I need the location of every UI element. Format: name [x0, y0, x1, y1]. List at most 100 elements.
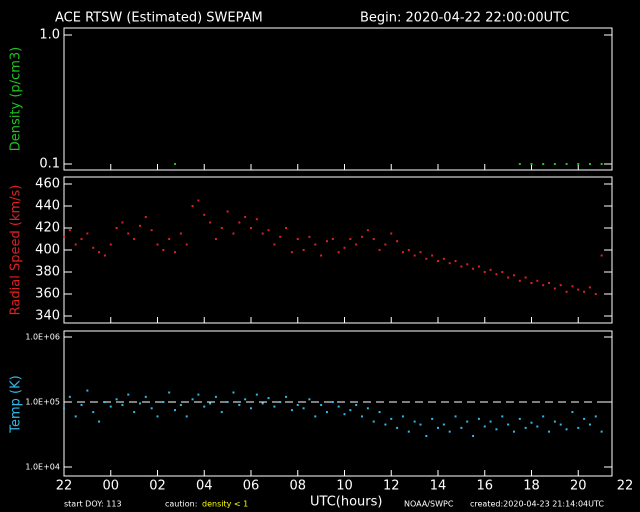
- data-point: [366, 407, 369, 410]
- data-point: [355, 403, 358, 406]
- data-point: [109, 405, 112, 408]
- data-point: [115, 227, 118, 229]
- data-point: [285, 227, 288, 229]
- data-point: [390, 417, 393, 420]
- data-point: [174, 409, 177, 412]
- data-point: [489, 268, 492, 271]
- y-tick-label: 0.1: [39, 157, 60, 172]
- data-point: [197, 199, 200, 202]
- data-point: [68, 229, 71, 232]
- x-tick-label: 10: [336, 479, 353, 494]
- x-tick-label: 08: [289, 479, 306, 494]
- data-point: [460, 426, 463, 429]
- data-point: [372, 238, 375, 240]
- x-tick-label: 18: [523, 479, 540, 494]
- data-point: [103, 401, 106, 403]
- data-point: [536, 279, 539, 282]
- data-point: [86, 232, 89, 235]
- data-point: [530, 163, 533, 165]
- data-point: [565, 428, 568, 431]
- data-point: [331, 238, 334, 240]
- data-point: [583, 290, 586, 293]
- y-tick-label: 1.0: [39, 28, 60, 43]
- data-point: [103, 254, 106, 257]
- data-point: [559, 284, 562, 287]
- data-point: [542, 415, 545, 418]
- data-point: [80, 403, 83, 406]
- data-point: [524, 276, 527, 279]
- data-point: [220, 411, 223, 414]
- data-point: [185, 415, 188, 418]
- data-point: [372, 420, 375, 423]
- data-point: [530, 282, 533, 284]
- x-tick-label: 04: [196, 479, 213, 494]
- data-point: [168, 238, 171, 240]
- data-point: [600, 430, 603, 433]
- x-axis-label: UTC(hours): [310, 495, 382, 510]
- data-point: [583, 417, 586, 420]
- data-point: [92, 246, 95, 249]
- data-point: [571, 285, 574, 288]
- data-point: [431, 254, 434, 257]
- data-point: [63, 235, 65, 238]
- data-point: [472, 434, 475, 437]
- data-point: [442, 257, 445, 260]
- data-point: [553, 287, 556, 290]
- y-tick-label: 420: [35, 221, 60, 236]
- data-point: [121, 221, 124, 224]
- data-point: [255, 393, 258, 396]
- x-tick-label: 16: [476, 479, 493, 494]
- data-point: [121, 403, 124, 406]
- data-point: [384, 243, 387, 246]
- data-point: [483, 425, 486, 428]
- y-tick-label: 1.0E+06: [25, 333, 60, 342]
- data-point: [548, 430, 551, 433]
- data-point: [302, 407, 305, 410]
- y-tick-label: 380: [35, 265, 60, 280]
- data-point: [314, 243, 317, 246]
- data-point: [571, 411, 574, 414]
- data-point: [361, 415, 364, 418]
- data-point: [425, 257, 428, 260]
- data-point: [203, 213, 206, 216]
- x-tick-label: 14: [430, 479, 447, 494]
- data-point: [314, 415, 317, 418]
- credit: NOAA/SWPC: [404, 500, 454, 509]
- data-point: [214, 395, 217, 398]
- data-point: [162, 249, 165, 251]
- data-point: [296, 238, 299, 240]
- caution-note: density < 1: [202, 500, 248, 509]
- data-point: [250, 407, 252, 410]
- y-tick-label: 360: [35, 287, 60, 302]
- data-point: [174, 163, 177, 165]
- data-point: [600, 163, 603, 165]
- data-point: [542, 284, 545, 287]
- data-point: [238, 403, 241, 406]
- data-point: [477, 265, 480, 268]
- data-point: [413, 254, 416, 257]
- data-point: [156, 415, 159, 418]
- data-point: [220, 227, 223, 229]
- caution: caution:: [165, 500, 197, 509]
- data-point: [138, 402, 141, 405]
- data-point: [396, 426, 399, 429]
- data-point: [302, 249, 305, 251]
- y-axis-label: Temp (K): [9, 375, 24, 433]
- data-point: [290, 251, 293, 254]
- data-point: [518, 163, 521, 165]
- data-point: [232, 391, 235, 394]
- data-point: [594, 293, 597, 295]
- y-tick-label: 1.0E+05: [25, 398, 60, 407]
- data-point: [226, 210, 229, 213]
- data-point: [331, 401, 334, 403]
- x-tick-label: 12: [383, 479, 400, 494]
- data-point: [320, 403, 323, 406]
- x-tick-label: 00: [102, 479, 119, 494]
- data-point: [413, 420, 416, 423]
- data-point: [577, 163, 580, 165]
- data-point: [366, 229, 369, 232]
- data-point: [501, 415, 504, 418]
- data-point: [279, 235, 282, 238]
- data-point: [325, 411, 328, 414]
- data-point: [489, 420, 492, 423]
